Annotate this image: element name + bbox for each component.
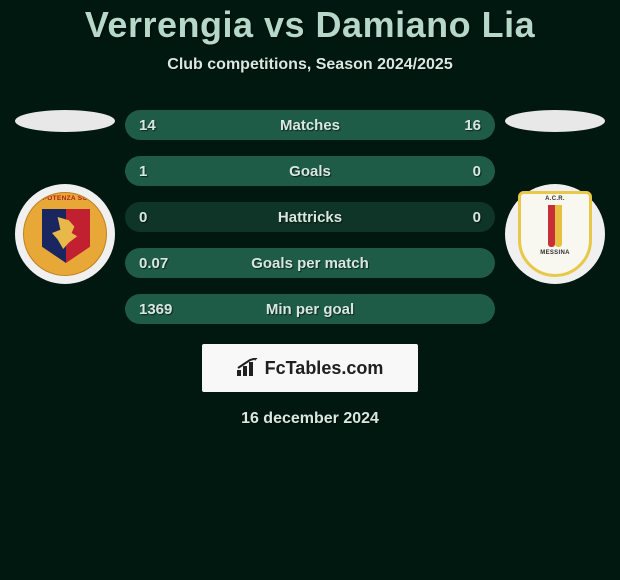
bar-value-right: 0 (473, 163, 481, 180)
bar-value-right: 16 (464, 117, 481, 134)
brand-box: FcTables.com (202, 344, 418, 392)
bar-value-left: 0.07 (139, 255, 168, 272)
badge-right-stripes (540, 205, 570, 247)
team-badge-left: POTENZA SC (15, 184, 115, 284)
chart-icon (237, 358, 259, 378)
badge-right-text-bottom: MESSINA (540, 250, 569, 256)
bar-text-row: 1369 Min per goal (125, 301, 495, 318)
right-side: A.C.R. MESSINA (505, 110, 605, 284)
subtitle: Club competitions, Season 2024/2025 (167, 56, 452, 74)
content-row: POTENZA SC 14Matches161Goals00Hattricks0… (0, 110, 620, 324)
left-side: POTENZA SC (15, 110, 115, 284)
stripe-yellow (555, 205, 562, 247)
stat-bar: 0.07 Goals per match (125, 248, 495, 278)
brand-text: FcTables.com (265, 358, 384, 379)
badge-crest-right: A.C.R. MESSINA (518, 191, 592, 277)
page-title: Verrengia vs Damiano Lia (85, 4, 535, 46)
stats-bars: 14 Matches 16 1 Goals 0 0 Hattricks 0 0.07 Goals p… (125, 110, 495, 324)
badge-left-text: POTENZA SC (24, 195, 106, 202)
badge-right-text-top: A.C.R. (545, 196, 565, 202)
bar-value-left: 0 (139, 209, 147, 226)
bar-label: Matches (280, 117, 340, 134)
bar-text-row: 14 Matches 16 (125, 117, 495, 134)
stat-bar: 0 Hattricks 0 (125, 202, 495, 232)
stat-bar: 1 Goals 0 (125, 156, 495, 186)
date-text: 16 december 2024 (241, 410, 379, 428)
badge-crest-left: POTENZA SC (23, 192, 107, 276)
player-silhouette-left (15, 110, 115, 132)
bar-text-row: 0.07 Goals per match (125, 255, 495, 272)
team-badge-right: A.C.R. MESSINA (505, 184, 605, 284)
bar-value-left: 1 (139, 163, 147, 180)
bar-label: Hattricks (278, 209, 342, 226)
stat-bar: 1369 Min per goal (125, 294, 495, 324)
bar-label: Goals (289, 163, 331, 180)
bar-label: Goals per match (251, 255, 369, 272)
player-silhouette-right (505, 110, 605, 132)
bar-text-row: 0 Hattricks 0 (125, 209, 495, 226)
stripe-red (548, 205, 555, 247)
bar-label: Min per goal (266, 301, 354, 318)
bar-value-left: 1369 (139, 301, 172, 318)
page: Verrengia vs Damiano Lia Club competitio… (0, 0, 620, 428)
bar-value-left: 14 (139, 117, 156, 134)
bar-text-row: 1 Goals 0 (125, 163, 495, 180)
stat-bar: 14 Matches 16 (125, 110, 495, 140)
bar-value-right: 0 (473, 209, 481, 226)
